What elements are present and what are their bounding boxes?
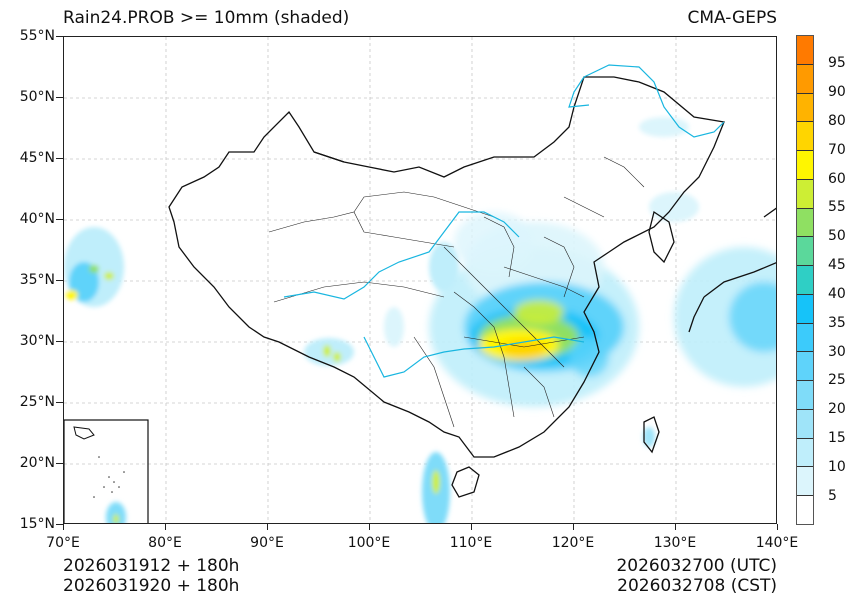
y-tick-mark [56,219,63,221]
colorbar-segment [797,35,813,64]
colorbar-label: 20 [828,401,846,417]
colorbar-segment [797,293,813,323]
init-time-cst: 2026031920 + 180h [63,576,240,596]
colorbar-label: 25 [828,372,846,388]
colorbar-label: 35 [828,315,846,331]
y-tick-mark [56,341,63,343]
map-plot-area [63,36,777,524]
y-tick-label: 40°N [19,211,55,227]
colorbar-segment [797,121,813,151]
map-svg [64,37,776,523]
y-tick-mark [56,524,63,526]
rivers [283,64,725,378]
colorbar-segment [797,150,813,179]
colorbar-label: 95 [828,55,846,71]
y-tick-label: 20°N [19,455,55,471]
y-tick-label: 25°N [19,394,55,410]
chart-title: Rain24.PROB >= 10mm (shaded) [63,8,350,28]
colorbar-label: 10 [828,459,846,475]
colorbar-label: 80 [828,113,846,129]
x-tick-label: 110°E [449,535,493,551]
model-name: CMA-GEPS [687,8,777,28]
colorbar-label: 40 [828,286,846,302]
x-tick-mark [675,524,677,530]
x-tick-label: 120°E [551,535,595,551]
init-time-utc: 2026031912 + 180h [63,556,240,576]
x-tick-label: 140°E [755,535,799,551]
colorbar-label: 5 [828,488,837,504]
colorbar-segment [797,207,813,237]
valid-time-cst: 2026032708 (CST) [617,576,777,596]
y-tick-mark [56,97,63,99]
colorbar-segment [797,236,813,266]
colorbar-segment [797,466,813,496]
valid-time-utc: 2026032700 (UTC) [616,556,777,576]
colorbar-segment [797,322,813,352]
y-tick-mark [56,158,63,160]
colorbar-segment [797,495,813,524]
y-tick-label: 35°N [19,272,55,288]
x-tick-label: 100°E [347,535,391,551]
x-tick-mark [573,524,575,530]
x-tick-label: 130°E [653,535,697,551]
x-tick-mark [267,524,269,530]
colorbar-label: 90 [828,84,846,100]
colorbar-segment [797,265,813,294]
valid-time-block: 2026032700 (UTC) 2026032708 (CST) [616,556,777,596]
x-tick-label: 70°E [46,535,80,551]
x-tick-mark [369,524,371,530]
colorbar-label: 15 [828,430,846,446]
y-tick-mark [56,463,63,465]
x-tick-label: 80°E [148,535,182,551]
y-tick-mark [56,36,63,38]
x-tick-mark [777,524,779,530]
y-tick-mark [56,402,63,404]
colorbar-label: 60 [828,171,846,187]
national-borders [168,76,776,498]
colorbar-label: 70 [828,142,846,158]
colorbar-segment [797,408,813,438]
provincial-borders [268,156,645,428]
probability-shading [64,117,776,523]
x-tick-mark [471,524,473,530]
colorbar-segment [797,92,813,122]
colorbar [796,35,814,525]
colorbar-label: 45 [828,257,846,273]
y-tick-label: 55°N [19,28,55,44]
x-tick-mark [165,524,167,530]
colorbar-label: 30 [828,344,846,360]
colorbar-segment [797,63,813,93]
x-tick-label: 90°E [250,535,284,551]
y-tick-label: 50°N [19,89,55,105]
y-tick-label: 15°N [19,516,55,532]
y-tick-label: 45°N [19,150,55,166]
colorbar-segment [797,380,813,409]
south-china-sea-inset [64,419,149,523]
colorbar-segment [797,178,813,208]
x-tick-mark [63,524,65,530]
colorbar-segment [797,351,813,381]
colorbar-label: 55 [828,199,846,215]
gridlines [64,37,776,523]
y-tick-label: 30°N [19,333,55,349]
y-tick-mark [56,280,63,282]
init-time-block: 2026031912 + 180h 2026031920 + 180h [63,556,239,596]
colorbar-label: 50 [828,228,846,244]
colorbar-segment [797,437,813,467]
